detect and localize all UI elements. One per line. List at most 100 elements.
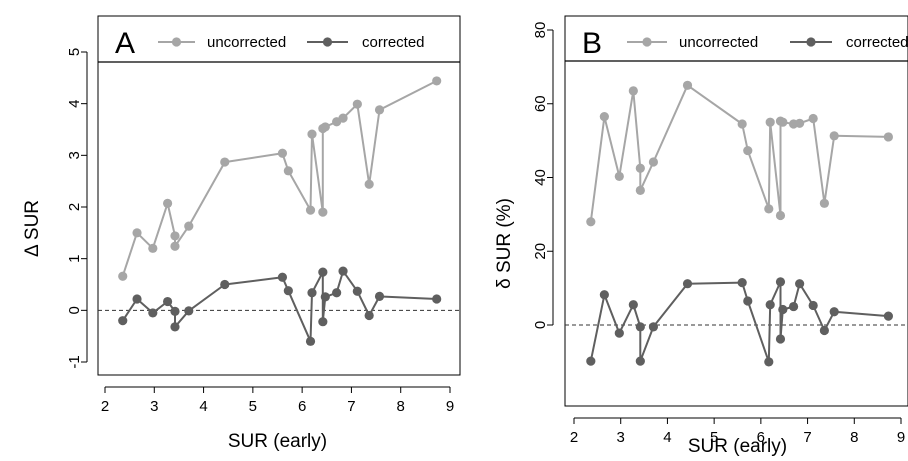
data-point-corrected bbox=[883, 311, 893, 321]
data-point-uncorrected bbox=[819, 198, 829, 208]
data-point-corrected bbox=[795, 279, 805, 289]
x-tick-label: 9 bbox=[446, 398, 454, 415]
data-point-uncorrected bbox=[118, 271, 128, 281]
data-point-corrected bbox=[743, 296, 753, 306]
data-point-uncorrected bbox=[883, 132, 893, 142]
x-axis-title: SUR (early) bbox=[688, 436, 787, 457]
legend-marker-uncorrected bbox=[642, 37, 652, 47]
plot-frame bbox=[564, 15, 908, 407]
data-point-uncorrected bbox=[338, 113, 348, 123]
data-point-uncorrected bbox=[795, 118, 805, 128]
data-point-uncorrected bbox=[283, 166, 293, 176]
legend: uncorrected corrected bbox=[158, 34, 425, 51]
data-point-uncorrected bbox=[829, 131, 839, 141]
x-tick-label: 5 bbox=[249, 398, 257, 415]
y-tick-label: 0 bbox=[66, 306, 83, 314]
series-line-uncorrected bbox=[121, 80, 438, 277]
data-point-corrected bbox=[320, 292, 330, 302]
data-point-corrected bbox=[599, 290, 609, 300]
x-tick-label: 3 bbox=[150, 398, 158, 415]
x-tick-label: 4 bbox=[199, 398, 207, 415]
data-point-uncorrected bbox=[220, 157, 230, 167]
data-point-uncorrected bbox=[184, 221, 194, 231]
y-tick-label: 5 bbox=[66, 48, 83, 56]
data-point-uncorrected bbox=[148, 243, 158, 253]
data-point-corrected bbox=[118, 316, 128, 326]
legend-marker-corrected bbox=[806, 37, 816, 47]
panel-a: 2 3 4 5 6 7 8 9 -1 0 1 2 3 4 5 SUR (early) Δ SUR A uncorre… bbox=[22, 15, 461, 452]
data-point-corrected bbox=[682, 279, 693, 289]
y-tick-label: 1 bbox=[66, 254, 83, 262]
data-point-uncorrected bbox=[374, 105, 385, 115]
data-point-corrected bbox=[808, 300, 818, 311]
y-axis-title: Δ SUR bbox=[22, 200, 43, 257]
data-point-uncorrected bbox=[737, 119, 747, 129]
x-tick-label: 9 bbox=[897, 429, 905, 446]
data-point-corrected bbox=[635, 322, 645, 332]
data-point-corrected bbox=[132, 294, 142, 304]
y-tick-label: 3 bbox=[66, 151, 83, 159]
data-point-corrected bbox=[307, 288, 317, 298]
data-point-corrected bbox=[170, 322, 180, 332]
data-point-corrected bbox=[352, 286, 362, 296]
series-line-corrected bbox=[589, 280, 889, 363]
y-axis-title: δ SUR (%) bbox=[494, 198, 515, 289]
x-tick-label: 7 bbox=[347, 398, 355, 415]
data-point-uncorrected bbox=[432, 76, 442, 86]
x-tick-label: 6 bbox=[298, 398, 306, 415]
y-tick-label: 80 bbox=[532, 22, 549, 39]
legend-label-corrected: corrected bbox=[846, 34, 908, 51]
data-point-uncorrected bbox=[586, 217, 596, 227]
data-point-uncorrected bbox=[162, 198, 173, 208]
data-point-uncorrected bbox=[743, 145, 753, 156]
data-point-uncorrected bbox=[764, 204, 774, 214]
y-tick-label: 0 bbox=[532, 321, 549, 329]
y-tick-label: 20 bbox=[532, 243, 549, 260]
data-point-corrected bbox=[737, 277, 747, 288]
data-point-corrected bbox=[318, 267, 328, 277]
x-tick-label: 8 bbox=[850, 429, 858, 446]
data-point-uncorrected bbox=[132, 228, 142, 238]
data-point-uncorrected bbox=[307, 129, 317, 139]
data-point-corrected bbox=[170, 306, 180, 316]
legend-label-uncorrected: uncorrected bbox=[679, 34, 758, 51]
x-tick-label: 6 bbox=[757, 429, 765, 446]
data-point-corrected bbox=[277, 272, 288, 282]
data-point-corrected bbox=[778, 304, 788, 315]
data-point-uncorrected bbox=[364, 179, 374, 189]
data-point-corrected bbox=[162, 296, 173, 307]
series-line-corrected bbox=[121, 270, 437, 343]
data-point-corrected bbox=[148, 308, 158, 318]
data-point-uncorrected bbox=[648, 157, 659, 167]
data-point-uncorrected bbox=[635, 163, 645, 173]
data-point-corrected bbox=[775, 334, 786, 344]
panel-letter: B bbox=[582, 27, 602, 60]
series-corrected bbox=[586, 277, 893, 367]
legend-label-corrected: corrected bbox=[362, 34, 425, 51]
data-point-corrected bbox=[614, 328, 624, 338]
data-point-uncorrected bbox=[170, 241, 180, 251]
panel-letter: A bbox=[115, 27, 135, 60]
data-point-corrected bbox=[332, 288, 342, 298]
x-tick-label: 2 bbox=[101, 398, 109, 415]
x-tick-label: 7 bbox=[803, 429, 811, 446]
data-point-uncorrected bbox=[682, 80, 693, 90]
data-point-uncorrected bbox=[352, 99, 362, 109]
data-point-corrected bbox=[432, 294, 442, 304]
data-point-corrected bbox=[305, 336, 316, 346]
y-tick-label: -1 bbox=[66, 355, 83, 368]
data-point-corrected bbox=[374, 291, 385, 301]
x-tick-label: 3 bbox=[617, 429, 625, 446]
legend-marker-corrected bbox=[322, 37, 333, 47]
series-line-uncorrected bbox=[589, 84, 889, 222]
x-tick-label: 2 bbox=[570, 429, 578, 446]
legend-marker-uncorrected bbox=[171, 37, 182, 47]
plot-frame bbox=[97, 15, 461, 376]
data-point-corrected bbox=[635, 356, 645, 366]
y-tick-label: 4 bbox=[66, 99, 83, 107]
y-tick-label: 2 bbox=[66, 203, 83, 211]
data-point-uncorrected bbox=[778, 117, 788, 127]
data-point-corrected bbox=[829, 307, 839, 317]
data-point-corrected bbox=[788, 301, 799, 312]
series-uncorrected bbox=[118, 76, 442, 281]
